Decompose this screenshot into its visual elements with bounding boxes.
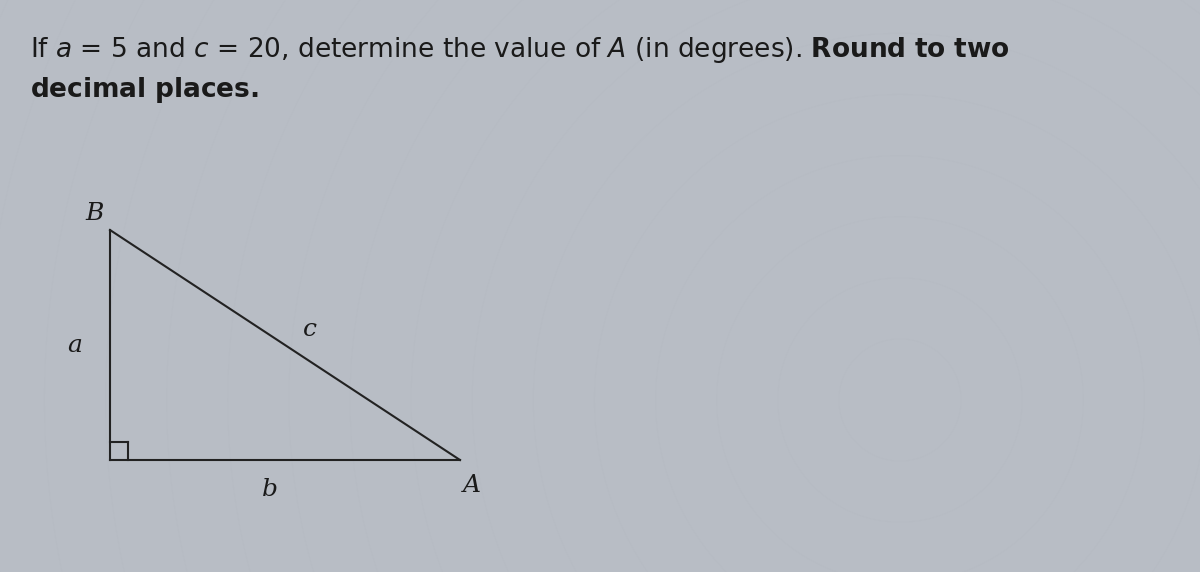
Text: c: c (302, 319, 317, 341)
Text: A: A (463, 475, 481, 498)
Text: If $a$ = 5 and $c$ = 20, determine the value of $A$ (in degrees). $\bf{Round\ to: If $a$ = 5 and $c$ = 20, determine the v… (30, 35, 1009, 65)
Text: b: b (262, 479, 278, 502)
Text: $\bf{decimal\ places.}$: $\bf{decimal\ places.}$ (30, 75, 259, 105)
Text: a: a (67, 333, 83, 356)
Text: B: B (86, 201, 104, 224)
